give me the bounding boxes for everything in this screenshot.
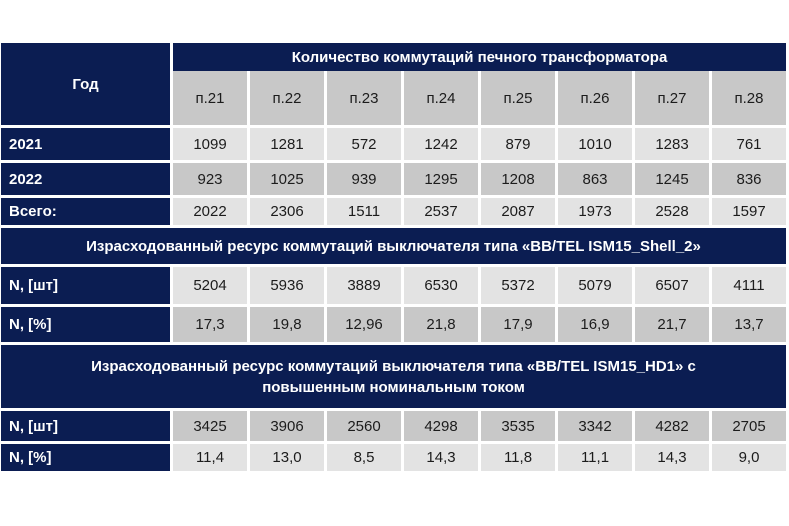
table-cell: 1099 [173,128,247,160]
table-cell: 1245 [635,163,709,195]
column-header: п.24 [404,71,478,125]
table-cell: 1973 [558,198,632,225]
table-cell: 863 [558,163,632,195]
table-cell: 5936 [250,267,324,304]
table-cell: 11,4 [173,444,247,471]
row-label-n-percent: N, [%] [1,444,170,471]
table-cell: 3342 [558,411,632,441]
table-cell: 4282 [635,411,709,441]
table-cell: 1511 [327,198,401,225]
table-cell: 761 [712,128,786,160]
table-cell: 21,7 [635,307,709,342]
table-cell: 923 [173,163,247,195]
table-cell: 2560 [327,411,401,441]
table-cell: 5204 [173,267,247,304]
year-header: Год [1,43,170,125]
section-title-line2: повышенным номинальным током [262,378,525,396]
table-cell: 4111 [712,267,786,304]
table-cell: 11,8 [481,444,555,471]
row-label-n-pcs: N, [шт] [1,411,170,441]
table-cell: 6530 [404,267,478,304]
table-cell: 13,7 [712,307,786,342]
table-cell: 3889 [327,267,401,304]
table-cell: 6507 [635,267,709,304]
row-label-2021: 2021 [1,128,170,160]
column-header: п.23 [327,71,401,125]
table-cell: 1208 [481,163,555,195]
table-cell: 879 [481,128,555,160]
table-cell: 9,0 [712,444,786,471]
transformer-switching-title: Количество коммутаций печного трансформа… [173,43,786,71]
table-cell: 3906 [250,411,324,441]
column-header: п.28 [712,71,786,125]
table-cell: 5372 [481,267,555,304]
table-cell: 21,8 [404,307,478,342]
section-title-line1: Израсходованный ресурс коммутаций выключ… [91,357,696,375]
table-cell: 2705 [712,411,786,441]
table-cell: 2528 [635,198,709,225]
switching-table: Год Количество коммутаций печного трансф… [1,43,786,471]
section-title-hd1: Израсходованный ресурс коммутаций выключ… [1,345,786,408]
table-cell: 3425 [173,411,247,441]
table-cell: 836 [712,163,786,195]
table-cell: 1025 [250,163,324,195]
table-cell: 5079 [558,267,632,304]
table-cell: 8,5 [327,444,401,471]
table-cell: 939 [327,163,401,195]
table-cell: 1597 [712,198,786,225]
table-cell: 3535 [481,411,555,441]
table-cell: 12,96 [327,307,401,342]
column-header: п.27 [635,71,709,125]
table-cell: 1295 [404,163,478,195]
column-header: п.25 [481,71,555,125]
table-cell: 14,3 [635,444,709,471]
table-cell: 17,9 [481,307,555,342]
table-cell: 1281 [250,128,324,160]
table-cell: 11,1 [558,444,632,471]
row-label-total: Всего: [1,198,170,225]
section-title-shell2: Израсходованный ресурс коммутаций выключ… [1,228,786,264]
table-cell: 1010 [558,128,632,160]
row-label-2022: 2022 [1,163,170,195]
table-cell: 13,0 [250,444,324,471]
row-label-n-pcs: N, [шт] [1,267,170,304]
table-cell: 17,3 [173,307,247,342]
table-cell: 1283 [635,128,709,160]
table-cell: 1242 [404,128,478,160]
table-cell: 572 [327,128,401,160]
table-cell: 2022 [173,198,247,225]
table-cell: 2306 [250,198,324,225]
table-cell: 14,3 [404,444,478,471]
column-header: п.22 [250,71,324,125]
row-label-n-percent: N, [%] [1,307,170,342]
table-cell: 4298 [404,411,478,441]
table-cell: 2087 [481,198,555,225]
column-header: п.26 [558,71,632,125]
table-cell: 19,8 [250,307,324,342]
table-cell: 16,9 [558,307,632,342]
column-header: п.21 [173,71,247,125]
table-cell: 2537 [404,198,478,225]
